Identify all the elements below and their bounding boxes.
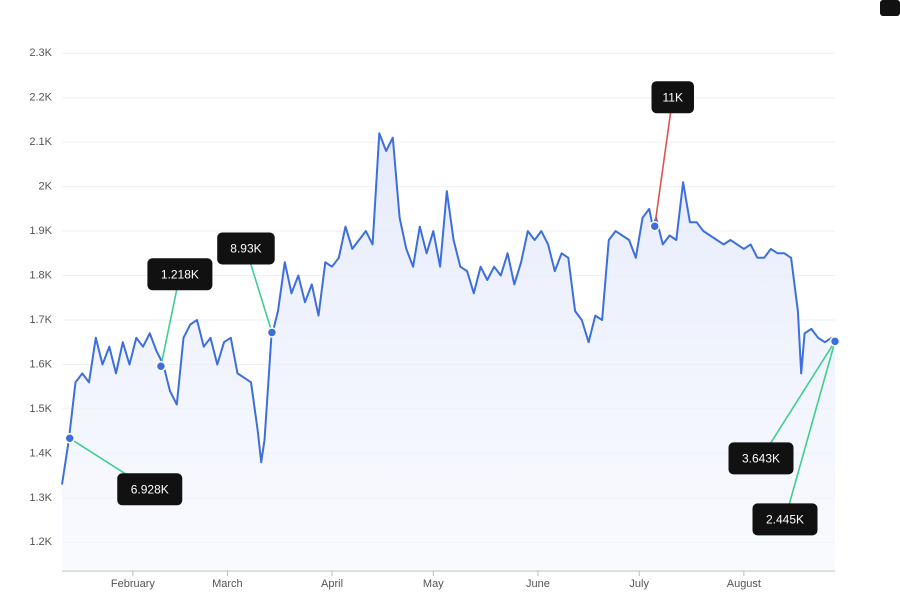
annotation: 3.643K [728, 336, 841, 475]
area [62, 133, 835, 570]
x-tick-label: May [423, 578, 444, 590]
y-tick-label: 1.9K [29, 225, 52, 237]
annotation-box [217, 232, 275, 265]
annotation-point [829, 336, 841, 347]
annotation-connector [653, 97, 674, 227]
y-tick-label: 1.3K [29, 492, 52, 504]
annotation: 1.218K [147, 258, 213, 372]
annotation: 6.928K [64, 433, 183, 506]
annotation-point [64, 433, 76, 444]
y-tick-label: 1.2K [29, 536, 52, 548]
annotation-label: 2.445K [766, 513, 804, 527]
x-tick-label: June [526, 578, 550, 590]
y-tick-label: 1.4K [29, 447, 52, 459]
y-tick-label: 1.7K [29, 314, 52, 326]
annotation-label: 1.218K [161, 267, 199, 281]
y-tick-label: 2.2K [29, 92, 52, 104]
corner-icon[interactable] [880, 0, 900, 16]
annotation-box [752, 503, 818, 536]
x-tick-label: July [629, 578, 649, 590]
y-tick-label: 2K [39, 181, 53, 193]
y-tick-label: 2.3K [29, 47, 52, 59]
x-tick-label: April [321, 578, 343, 590]
y-tick-label: 2.1K [29, 136, 52, 148]
annotation-label: 11K [663, 90, 683, 104]
annotation-box [147, 258, 213, 291]
annotation-box [728, 442, 794, 475]
annotation: 8.93K [217, 232, 278, 338]
annotation-box [117, 473, 183, 506]
annotation-label: 6.928K [131, 482, 169, 496]
annotation-label: 8.93K [230, 242, 261, 256]
y-tick-label: 1.8K [29, 269, 52, 281]
annotation-box [651, 81, 694, 114]
annotation: 11K [649, 81, 694, 232]
annotation-point [155, 360, 167, 372]
x-tick-label: August [727, 578, 761, 590]
annotation: 2.445K [752, 336, 841, 536]
annotation-point [266, 327, 278, 338]
x-tick-label: March [212, 578, 243, 590]
annotation-connector [784, 341, 836, 520]
line [61, 132, 836, 485]
y-tick-label: 1.5K [29, 403, 52, 415]
annotation-point [649, 220, 660, 232]
y-tick-label: 1.6K [29, 358, 52, 370]
annotation-connector [760, 340, 836, 459]
x-tick-label: February [111, 578, 156, 590]
annotation-label: 3.643K [742, 452, 780, 466]
